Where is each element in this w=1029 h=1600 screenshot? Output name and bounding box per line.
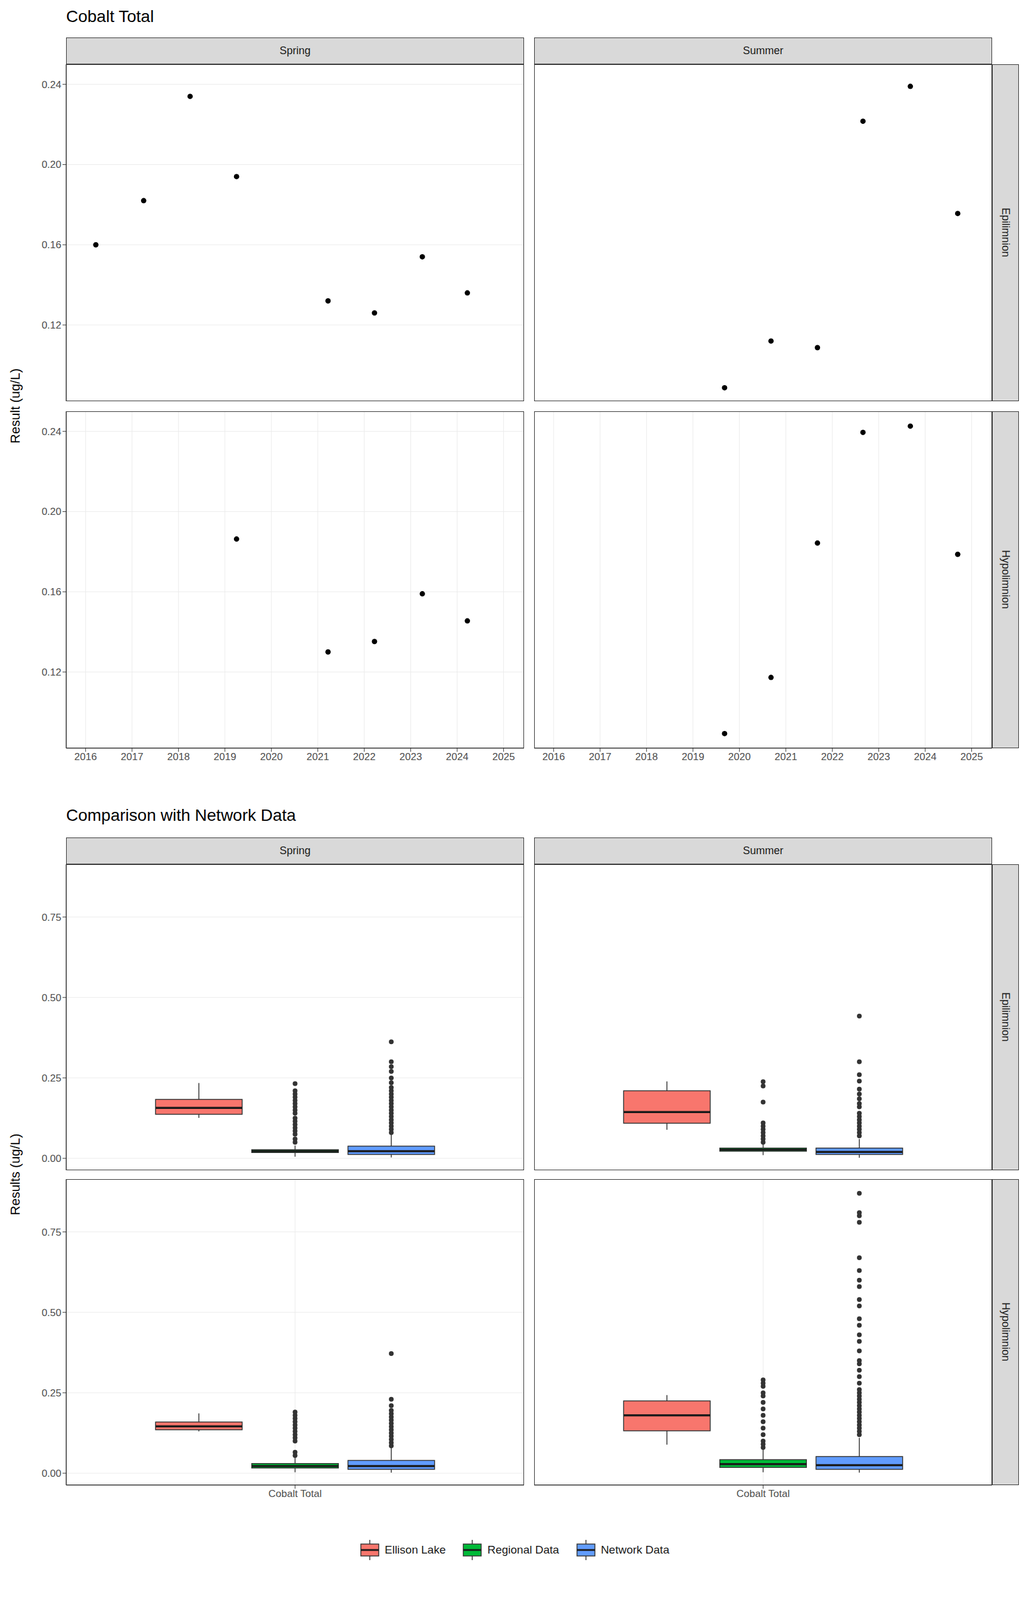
svg-text:2017: 2017 [120,751,144,763]
svg-text:0.16: 0.16 [41,239,62,251]
svg-text:2024: 2024 [446,751,469,763]
svg-text:2017: 2017 [588,751,612,763]
svg-text:2025: 2025 [960,751,984,763]
svg-text:0.25: 0.25 [41,1388,62,1400]
svg-text:0.75: 0.75 [41,1227,62,1239]
html-text:Spring: Spring [279,44,311,57]
svg-text:0.12: 0.12 [41,319,62,332]
svg-text:2025: 2025 [492,751,516,763]
svg-text:2024: 2024 [914,751,937,763]
svg-text:0.25: 0.25 [41,1073,62,1085]
svg-text:2023: 2023 [867,751,891,763]
svg-text:0.00: 0.00 [41,1153,62,1165]
svg-text:2022: 2022 [821,751,844,763]
svg-text:2016: 2016 [542,751,566,763]
svg-text:2019: 2019 [213,751,237,763]
html-text:Regional Data: Regional Data [487,1544,560,1557]
html-text:Ellison Lake: Ellison Lake [384,1544,446,1557]
svg-text:2019: 2019 [681,751,705,763]
svg-text:2023: 2023 [399,751,423,763]
svg-text:0.00: 0.00 [41,1468,62,1480]
svg-text:0.50: 0.50 [41,1307,62,1320]
svg-text:0.50: 0.50 [41,992,62,1004]
svg-text:0.20: 0.20 [41,158,62,171]
html-text:Hypolimnion: Hypolimnion [999,550,1012,610]
html-text:Spring: Spring [279,844,311,857]
svg-text:2022: 2022 [353,751,376,763]
html-text:Epilimnion: Epilimnion [999,208,1012,258]
svg-text:2016: 2016 [74,751,98,763]
svg-text:0.24: 0.24 [41,426,62,438]
html-text:Summer: Summer [742,44,784,57]
html-text:Summer: Summer [742,844,784,857]
svg-text:Cobalt Total: Cobalt Total [268,1488,322,1501]
svg-text:2018: 2018 [635,751,659,763]
html-text:Network Data: Network Data [600,1544,670,1557]
svg-text:Cobalt Total: Cobalt Total [736,1488,790,1501]
svg-text:0.24: 0.24 [41,79,62,91]
html-text:Cobalt Total: Cobalt Total [66,7,154,26]
svg-text:2021: 2021 [306,751,330,763]
html-text:Result (ug/L): Result (ug/L) [7,368,23,444]
html-text:Results (ug/L): Results (ug/L) [7,1133,23,1216]
html-text:Hypolimnion: Hypolimnion [999,1303,1012,1363]
svg-text:2018: 2018 [167,751,190,763]
html-text:Epilimnion: Epilimnion [999,992,1012,1043]
svg-text:0.16: 0.16 [41,586,62,598]
svg-text:2020: 2020 [260,751,283,763]
svg-text:0.20: 0.20 [41,506,62,518]
svg-text:0.12: 0.12 [41,666,62,679]
svg-text:0.75: 0.75 [41,912,62,924]
svg-text:2020: 2020 [728,751,751,763]
html-text:Comparison with Network Data: Comparison with Network Data [66,806,296,825]
svg-text:2021: 2021 [774,751,798,763]
